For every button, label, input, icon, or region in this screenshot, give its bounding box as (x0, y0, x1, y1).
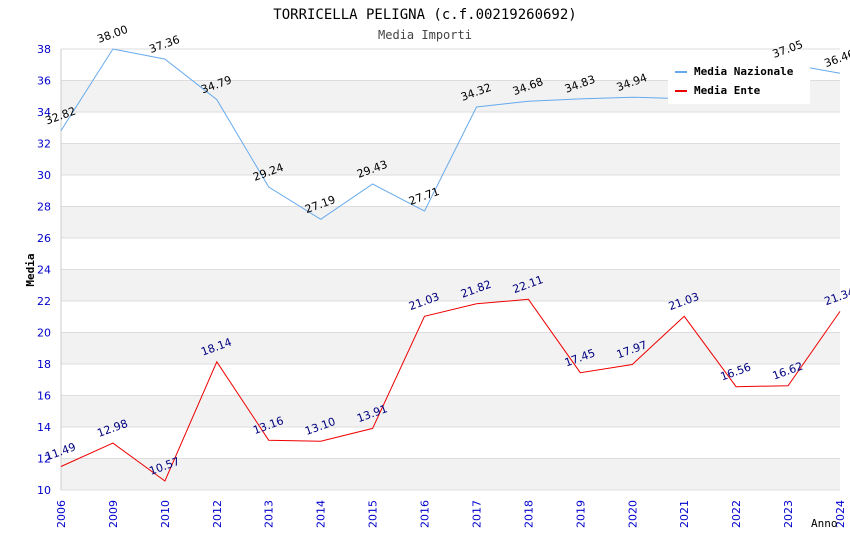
grid-band (61, 206, 840, 238)
x-tick-label: 2009 (107, 500, 120, 528)
legend-background (668, 60, 810, 104)
y-tick-label: 20 (37, 327, 51, 340)
y-tick-label: 22 (37, 295, 51, 308)
legend: Media Nazionale Media Ente (668, 60, 810, 104)
y-axis: 10 12 14 16 18 20 22 24 26 28 30 32 34 36 38 (37, 43, 51, 497)
y-tick-label: 10 (37, 484, 51, 497)
x-axis: 2006 2009 2010 2012 2013 2014 2015 2016 2017 2018… (55, 500, 847, 528)
gridlines (60, 48, 840, 491)
grid-band (61, 112, 840, 144)
x-tick-label: 2016 (419, 500, 432, 528)
grid-band (61, 332, 840, 364)
grid-band (61, 269, 840, 301)
data-label: 38.00 (96, 23, 130, 46)
y-tick-label: 24 (37, 264, 51, 277)
y-tick-label: 16 (37, 390, 51, 403)
y-tick-label: 38 (37, 43, 51, 56)
grid-band (61, 364, 840, 396)
grid-band (61, 427, 840, 459)
grid-band (61, 458, 840, 490)
grid-band (61, 238, 840, 270)
x-tick-label: 2022 (730, 500, 743, 528)
series-line-media-ente (60, 298, 841, 482)
y-tick-label: 28 (37, 201, 51, 214)
x-tick-label: 2018 (522, 500, 535, 528)
x-tick-label: 2017 (470, 500, 483, 528)
x-tick-label: 2024 (834, 500, 847, 528)
grid-band (61, 395, 840, 427)
y-tick-label: 26 (37, 232, 51, 245)
y-tick-label: 32 (37, 138, 51, 151)
x-tick-label: 2015 (367, 500, 380, 528)
legend-label-media-ente: Media Ente (694, 84, 761, 97)
y-tick-label: 30 (37, 169, 51, 182)
plot-background (61, 49, 840, 490)
x-tick-label: 2020 (626, 500, 639, 528)
x-axis-label: Anno (811, 517, 838, 530)
grid-band (61, 175, 840, 207)
x-tick-label: 2023 (782, 500, 795, 528)
y-tick-label: 18 (37, 358, 51, 371)
x-tick-label: 2019 (574, 500, 587, 528)
x-tick-label: 2006 (55, 500, 68, 528)
x-tick-label: 2021 (678, 500, 691, 528)
y-tick-label: 36 (37, 75, 51, 88)
x-tick-label: 2012 (211, 500, 224, 528)
x-tick-label: 2014 (315, 500, 328, 528)
chart-subtitle: Media Importi (378, 28, 472, 42)
grid-band (61, 301, 840, 333)
y-tick-label: 34 (37, 106, 51, 119)
y-tick-label: 14 (37, 421, 51, 434)
chart-title: TORRICELLA PELIGNA (c.f.00219260692) (273, 7, 576, 23)
x-tick-label: 2010 (159, 500, 172, 528)
legend-label-media-nazionale: Media Nazionale (694, 65, 794, 78)
y-axis-label: Media (24, 253, 37, 286)
x-tick-label: 2013 (263, 500, 276, 528)
y-tick-label: 12 (37, 453, 51, 466)
